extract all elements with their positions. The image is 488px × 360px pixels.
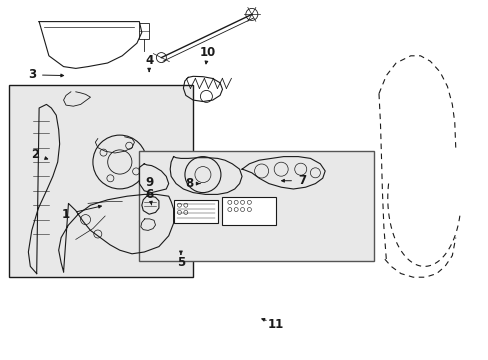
Text: 7: 7: [298, 174, 305, 187]
Text: 2: 2: [31, 148, 39, 161]
Bar: [173, 200, 217, 223]
Bar: [139, 151, 373, 261]
Text: 5: 5: [177, 256, 184, 269]
Text: 1: 1: [62, 208, 70, 221]
Bar: [9, 85, 193, 277]
Text: 10: 10: [199, 46, 216, 59]
Text: 8: 8: [185, 177, 193, 190]
Text: 9: 9: [145, 176, 153, 189]
Bar: [139, 23, 149, 39]
Text: 4: 4: [145, 54, 153, 67]
Text: 6: 6: [145, 188, 153, 201]
Text: 11: 11: [267, 318, 284, 330]
Bar: [222, 197, 276, 225]
Text: 3: 3: [28, 68, 36, 81]
